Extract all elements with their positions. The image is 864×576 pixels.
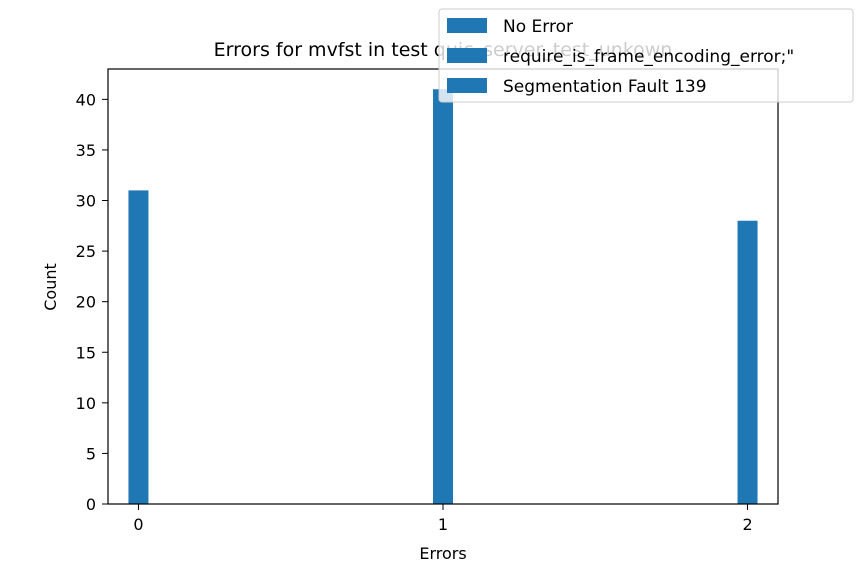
y-axis-ticks: 0 5 10 15 20 25 30 35 40 [76, 90, 108, 514]
legend: No Error require_is_frame_encoding_error;… [438, 8, 854, 103]
y-tick-label: 35 [76, 141, 96, 160]
x-axis-label: Errors [419, 544, 466, 563]
x-axis-ticks: 0 1 2 [133, 504, 753, 534]
legend-label: Segmentation Fault 139 [503, 77, 707, 97]
bar-1 [433, 89, 453, 505]
y-tick-label: 30 [76, 192, 96, 211]
legend-label: require_is_frame_encoding_error;" [503, 47, 794, 67]
legend-box [438, 8, 854, 103]
legend-swatch [447, 78, 487, 93]
y-axis-label: Count [41, 263, 60, 311]
y-tick-label: 5 [86, 444, 96, 463]
x-tick-label: 0 [133, 515, 143, 534]
x-tick-label: 1 [438, 515, 448, 534]
y-tick-label: 0 [86, 495, 96, 514]
x-tick-label: 2 [742, 515, 752, 534]
y-tick-label: 20 [76, 293, 96, 312]
y-tick-label: 10 [76, 394, 96, 413]
y-tick-label: 25 [76, 242, 96, 261]
legend-label: No Error [503, 17, 573, 37]
bars-group [128, 89, 758, 505]
y-tick-label: 40 [76, 90, 96, 109]
legend-swatch [447, 18, 487, 33]
y-tick-label: 15 [76, 343, 96, 362]
legend-swatch [447, 48, 487, 63]
bar-0 [128, 190, 149, 504]
bar-2 [737, 220, 758, 504]
